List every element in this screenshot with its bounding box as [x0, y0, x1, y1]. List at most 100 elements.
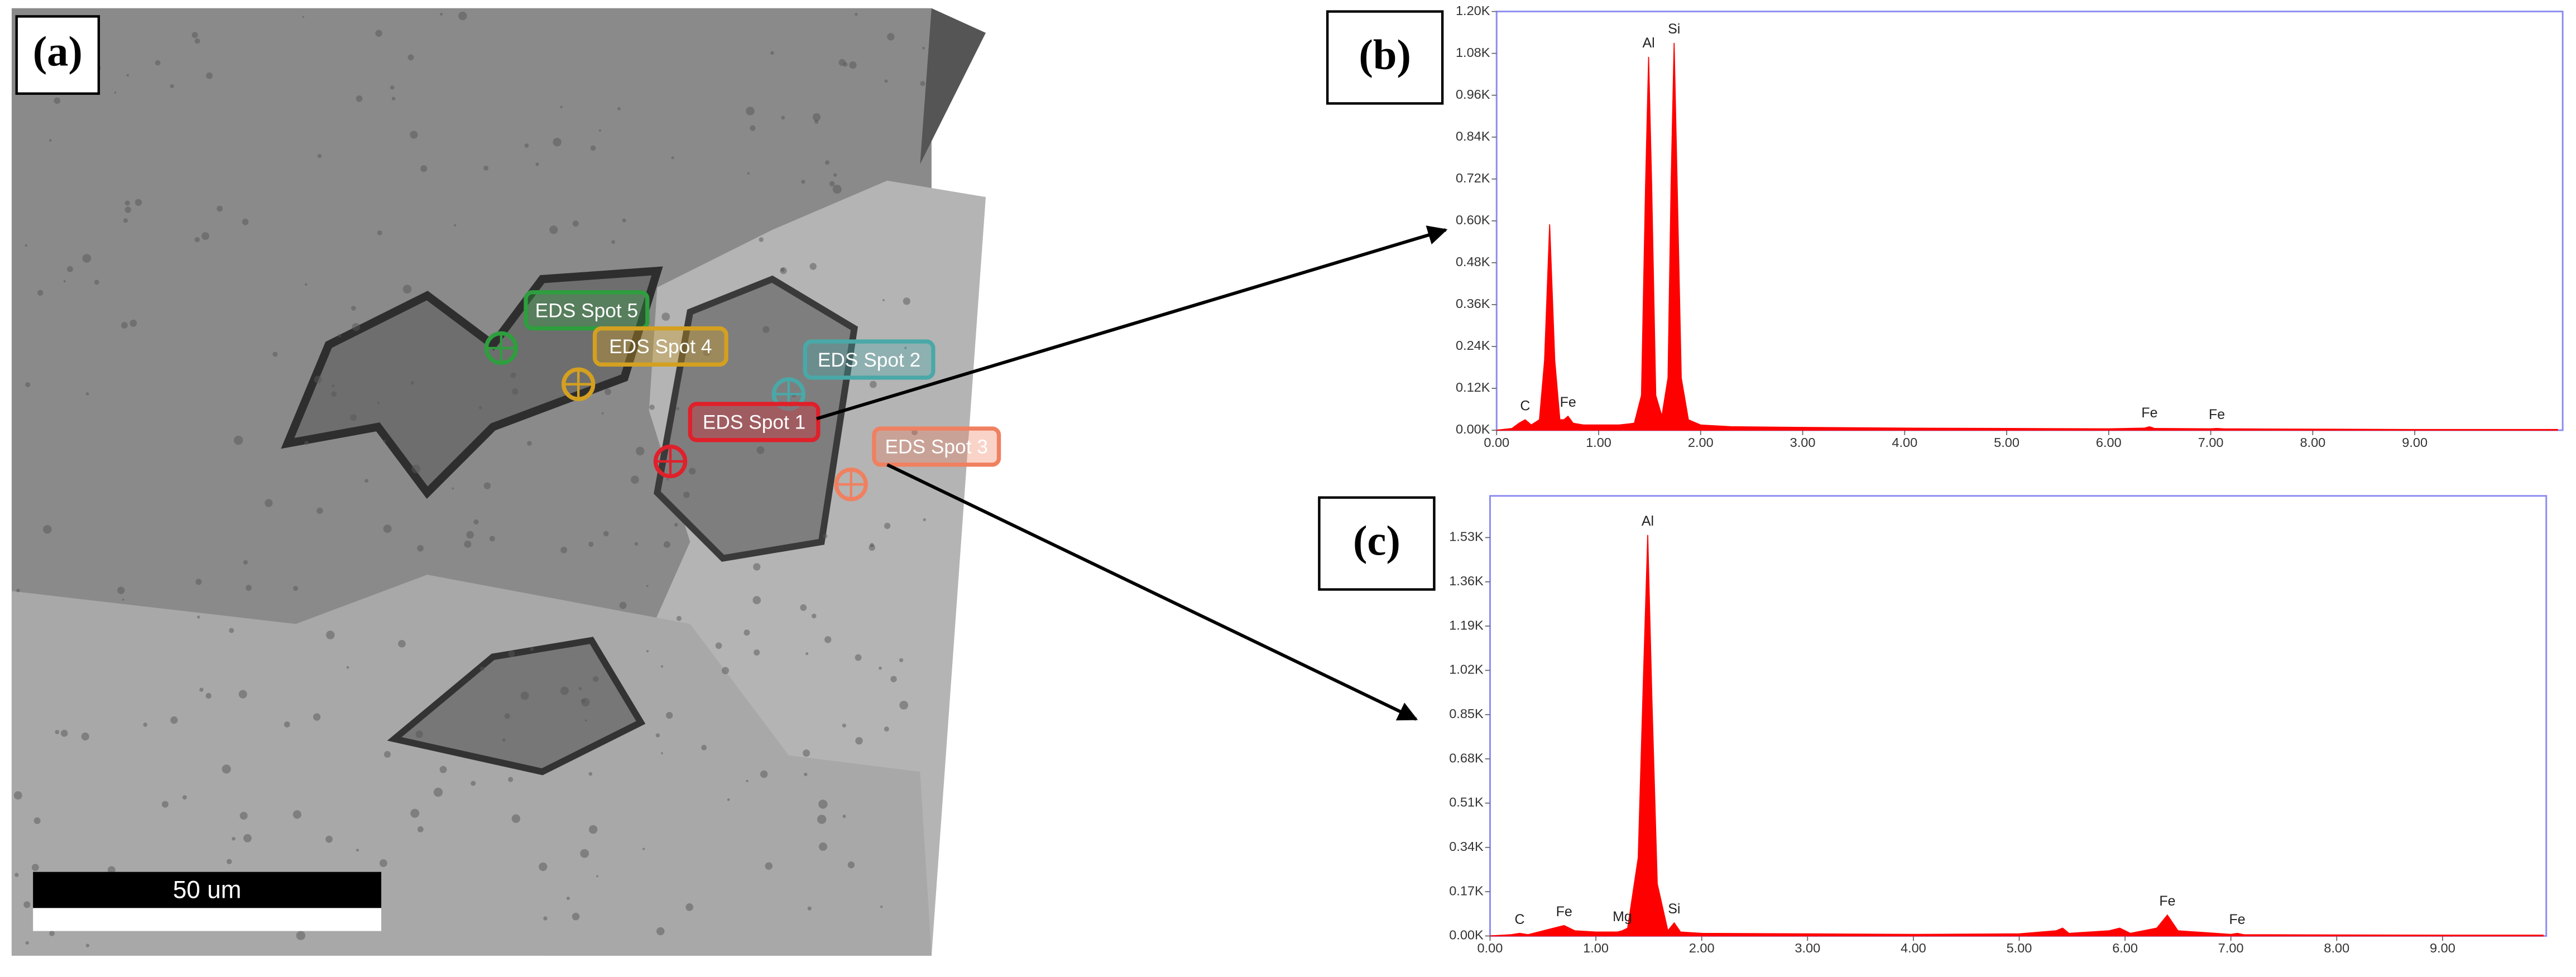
arrow: [886, 463, 1418, 721]
pore: [332, 384, 335, 388]
spot-box: [872, 426, 1001, 467]
pore: [49, 930, 55, 936]
pore: [617, 107, 621, 110]
spots: EDS Spot 5 EDS Spot 4 EDS Spot 2 EDS Spot 1…: [484, 290, 1001, 502]
pore: [350, 414, 357, 421]
pore: [619, 601, 627, 609]
pore: [466, 531, 474, 539]
peak-label: Mg: [1613, 909, 1632, 925]
pore: [417, 826, 424, 832]
y-tick-label: 1.20K: [1456, 3, 1490, 18]
pore: [325, 835, 333, 843]
spectrum-chart: (b) 0.00K 0.12K 0.24K 0.36K 0.48K 0.60K 0.72K 0.…: [1326, 3, 2564, 450]
pore: [899, 658, 904, 662]
y-tick-label: 1.08K: [1456, 45, 1490, 60]
pore: [631, 475, 639, 484]
pore: [454, 224, 457, 227]
pore: [580, 849, 589, 858]
y-tick-label: 0.72K: [1456, 171, 1490, 185]
pore: [903, 297, 910, 305]
pore: [811, 613, 817, 619]
pore: [636, 446, 645, 456]
pore: [121, 322, 128, 329]
pore: [510, 372, 516, 378]
pore: [754, 649, 760, 656]
pore: [879, 666, 882, 670]
pore: [805, 652, 809, 656]
pore: [584, 719, 587, 722]
pore: [199, 687, 204, 692]
pore: [402, 285, 412, 294]
pore: [314, 376, 322, 384]
pore: [539, 862, 548, 871]
label-box: [1326, 10, 1444, 105]
pore: [81, 732, 89, 741]
spot-label: EDS Spot 4: [609, 336, 712, 358]
pore: [887, 33, 895, 41]
pore: [588, 772, 593, 776]
pore: [549, 225, 558, 234]
pore: [410, 808, 420, 818]
label-box: [1318, 496, 1436, 591]
x-tick-label: 2.00: [1688, 435, 1714, 450]
peak-label: C: [1520, 398, 1530, 413]
pore: [884, 726, 889, 732]
label-box: [15, 15, 100, 95]
peak-label: Al: [1642, 35, 1654, 51]
pore: [182, 795, 187, 800]
pore: [483, 165, 489, 171]
pore: [759, 237, 764, 242]
pore: [473, 519, 479, 524]
pore: [746, 779, 749, 782]
arrow: [816, 225, 1448, 421]
y-tick-label: 0.17K: [1449, 883, 1484, 898]
spot-box: [803, 339, 936, 380]
pore: [581, 698, 590, 707]
x-tick-label: 9.00: [2402, 435, 2428, 450]
pore: [508, 650, 515, 657]
y-tick-label: 0.24K: [1456, 338, 1490, 353]
pore: [743, 629, 750, 636]
pore: [818, 842, 827, 851]
x-tick-label: 1.00: [1586, 435, 1611, 450]
pore: [646, 650, 649, 653]
pore: [415, 730, 423, 738]
pore: [243, 834, 252, 843]
y-tick-label: 0.85K: [1449, 706, 1484, 721]
pore: [838, 59, 846, 66]
pore: [410, 131, 418, 139]
pore: [530, 647, 534, 651]
pore: [49, 139, 52, 142]
pore: [884, 522, 891, 530]
pore: [304, 441, 309, 445]
pore: [67, 266, 73, 272]
x-tick-label: 5.00: [2007, 941, 2032, 955]
pore: [194, 38, 200, 44]
grain-edge: [920, 8, 986, 165]
pore: [603, 531, 609, 537]
pore: [666, 478, 669, 481]
pore: [504, 713, 510, 719]
pore: [43, 524, 52, 534]
grain-dark: [387, 637, 646, 776]
peak-label: Fe: [2141, 405, 2157, 421]
x-tick-label: 2.00: [1689, 941, 1715, 955]
peak-label: Si: [1668, 21, 1680, 37]
pore: [284, 721, 290, 728]
pore: [313, 713, 321, 721]
spot-box: [524, 290, 650, 331]
pore: [239, 811, 248, 820]
plot-frame: [1495, 11, 2564, 431]
pore: [85, 944, 90, 947]
pore: [671, 156, 674, 160]
x-tick-label: 1.00: [1583, 941, 1609, 955]
pore: [804, 772, 808, 777]
pore: [316, 507, 323, 514]
pore: [217, 205, 223, 212]
pore: [398, 639, 406, 648]
scale-bar-label: 50 um: [173, 877, 242, 904]
pore: [375, 30, 382, 37]
spectrum: [1496, 42, 2558, 431]
pore: [701, 744, 707, 750]
